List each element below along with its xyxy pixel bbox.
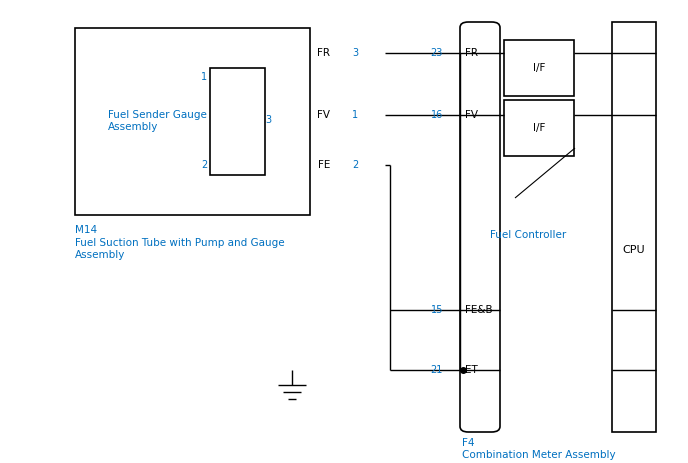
Text: 3: 3 — [265, 115, 271, 125]
Text: F4: F4 — [462, 438, 475, 448]
Text: M14: M14 — [75, 225, 97, 235]
Text: ET: ET — [465, 365, 477, 375]
Bar — [612, 22, 656, 432]
Text: FR: FR — [465, 48, 478, 58]
Text: FV: FV — [465, 110, 478, 120]
Text: CPU: CPU — [623, 245, 645, 255]
Text: FE&B: FE&B — [465, 305, 493, 315]
Text: Combination Meter Assembly: Combination Meter Assembly — [462, 450, 616, 460]
Text: Fuel Sender Gauge
Assembly: Fuel Sender Gauge Assembly — [108, 110, 207, 131]
Text: 15: 15 — [431, 305, 443, 315]
Text: 16: 16 — [431, 110, 443, 120]
Text: Fuel Controller: Fuel Controller — [490, 230, 566, 240]
Text: 1: 1 — [201, 72, 207, 82]
Bar — [504, 40, 574, 96]
Text: 2: 2 — [352, 160, 358, 170]
Text: I/F: I/F — [533, 63, 545, 73]
Text: 3: 3 — [352, 48, 358, 58]
Text: 23: 23 — [431, 48, 443, 58]
Text: FR: FR — [317, 48, 330, 58]
Text: FE: FE — [318, 160, 330, 170]
Text: 2: 2 — [201, 160, 207, 170]
Bar — [504, 100, 574, 156]
Bar — [75, 28, 310, 215]
Text: 1: 1 — [352, 110, 358, 120]
Text: 21: 21 — [431, 365, 443, 375]
Text: FV: FV — [317, 110, 330, 120]
Text: I/F: I/F — [533, 123, 545, 133]
Text: Fuel Suction Tube with Pump and Gauge
Assembly: Fuel Suction Tube with Pump and Gauge As… — [75, 238, 285, 260]
Bar — [210, 68, 265, 175]
